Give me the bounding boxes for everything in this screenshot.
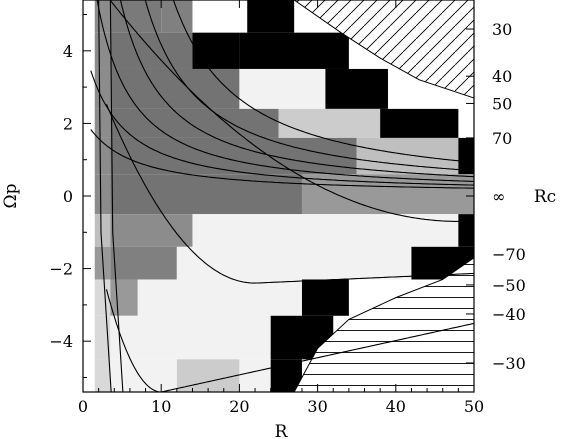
heatmap-cell	[176, 359, 240, 392]
x-tick-label: 0	[78, 397, 88, 416]
right-tick-label: −70	[492, 245, 526, 264]
right-tick-label: −40	[492, 305, 526, 324]
y-tick-label: 4	[63, 42, 73, 61]
right-tick-label: 30	[492, 20, 512, 39]
heatmap-cell	[192, 315, 271, 360]
x-tick-label: 30	[307, 397, 327, 416]
right-tick-label: −50	[492, 276, 526, 295]
lower-hatched-region	[293, 257, 474, 392]
heatmap-cell	[458, 137, 474, 175]
right-tick-label: 40	[492, 67, 512, 86]
x-tick-label: 10	[151, 397, 171, 416]
heatmap-cell	[110, 246, 177, 280]
y-tick-label: −2	[49, 260, 73, 279]
contour-line	[105, 289, 474, 392]
x-tick-label: 50	[464, 397, 484, 416]
heatmap-cell	[94, 108, 111, 138]
heatmap-cell	[110, 279, 138, 316]
contour-line	[119, 0, 474, 178]
x-axis-label: R	[275, 422, 289, 439]
heatmap-cell	[94, 137, 111, 175]
contour-line	[109, 0, 474, 222]
contour-line	[96, 0, 474, 183]
heatmap-cell	[458, 214, 474, 247]
x-tick-label: 40	[386, 397, 406, 416]
contour-line	[109, 0, 124, 392]
heatmap-cell	[110, 137, 357, 175]
heatmap-cell	[278, 108, 381, 138]
heatmap-cell	[137, 279, 302, 316]
heatmap-cell	[110, 359, 177, 392]
heatmap-cell	[325, 68, 388, 109]
heatmap-cell	[110, 32, 193, 69]
ticks: 0 10 20 30 40 50 −4 −2 0 2 4 30 40 50 70 ∞ −70 −50 −40 −30	[49, 0, 526, 416]
heatmap-cell	[239, 32, 349, 69]
x-tick-label: 20	[229, 397, 249, 416]
heatmap-cell	[94, 174, 111, 215]
heatmap-cell	[94, 214, 111, 247]
heatmap-cell	[110, 214, 193, 247]
contour-line	[144, 0, 474, 172]
y-tick-label: 2	[63, 114, 73, 133]
y-axis-label: Ωp	[1, 183, 21, 208]
heatmap-cell	[192, 214, 459, 247]
right-tick-label: 50	[492, 94, 512, 113]
heatmap-cell	[94, 279, 111, 316]
heatmap-cell	[239, 359, 271, 392]
heatmap-cell	[192, 32, 240, 69]
heatmap-cell	[94, 32, 111, 69]
right-tick-label: 70	[492, 129, 512, 148]
contour-line	[98, 0, 112, 392]
contour-line	[105, 103, 474, 284]
heatmap-cell	[94, 68, 111, 109]
upper-hatched-region	[293, 0, 474, 99]
heatmap-cell	[380, 108, 459, 138]
heatmap-cell	[161, 0, 193, 33]
heatmap-cell	[110, 174, 302, 215]
right-tick-label: −30	[492, 354, 526, 373]
right-tick-label: ∞	[492, 187, 505, 206]
heatmap-cell	[110, 68, 240, 109]
y-tick-label: 0	[63, 187, 73, 206]
heatmap-cell	[110, 0, 162, 33]
contour-line	[90, 129, 474, 189]
heatmap-cell	[247, 0, 295, 33]
heatmap-cell	[110, 315, 193, 360]
heatmap-cell	[94, 359, 111, 392]
y-tick-label: −4	[49, 332, 73, 351]
heatmap-cell	[301, 279, 349, 316]
right-axis-label: Rc	[534, 187, 556, 207]
contour-line	[172, 0, 474, 163]
heatmap-cell	[192, 0, 248, 33]
contour-lines	[90, 0, 474, 392]
hatched-regions	[293, 0, 474, 392]
contour-line	[90, 70, 474, 186]
heatmap-cell	[239, 68, 326, 109]
heatmap-cell	[176, 246, 412, 280]
